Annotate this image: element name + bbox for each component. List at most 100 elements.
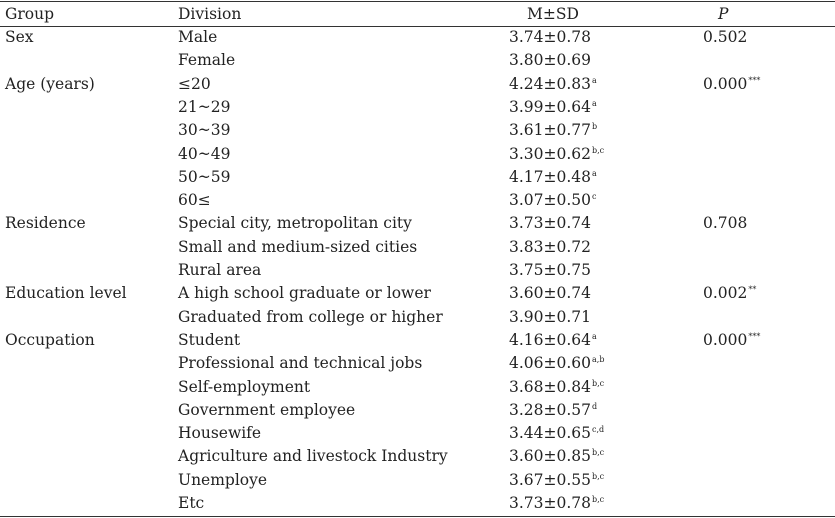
cell-msd: 3.07±0.50c xyxy=(509,189,597,212)
cell-msd: 3.99±0.64a xyxy=(509,96,597,119)
cell-msd-value: 3.73±0.78 xyxy=(509,494,592,512)
table-row: 50~59 4.17±0.48a xyxy=(0,166,835,189)
cell-division: Agriculture and livestock Industry xyxy=(178,447,448,466)
cell-msd-superscript: c xyxy=(592,192,597,202)
cell-msd: 3.90±0.71 xyxy=(509,306,592,329)
cell-msd-value: 3.75±0.75 xyxy=(509,261,592,279)
cell-division: Professional and technical jobs xyxy=(178,354,423,373)
header-p: P xyxy=(718,5,729,23)
cell-division: Self-employment xyxy=(178,377,311,396)
cell-division: Housewife xyxy=(178,424,262,443)
cell-p: 0.708 xyxy=(703,212,748,235)
top-rule xyxy=(0,1,835,2)
cell-p xyxy=(703,399,704,422)
cell-group: Education level xyxy=(5,284,127,303)
table-row: Sex Male 3.74±0.78 0.502 xyxy=(0,26,835,49)
cell-division: 40~49 xyxy=(178,144,231,163)
cell-msd: 4.16±0.64a xyxy=(509,329,597,352)
cell-msd: 3.73±0.74 xyxy=(509,212,592,235)
cell-msd: 3.80±0.69 xyxy=(509,49,592,72)
cell-p xyxy=(703,492,704,515)
header-rule xyxy=(0,26,835,27)
cell-p-superscript: ** xyxy=(748,285,757,295)
cell-p-superscript: *** xyxy=(748,75,761,85)
cell-msd-value: 4.06±0.60 xyxy=(509,354,592,373)
table-row: 30~39 3.61±0.77b xyxy=(0,119,835,142)
cell-msd-value: 4.16±0.64 xyxy=(509,330,592,349)
cell-p xyxy=(703,236,704,259)
header-group: Group xyxy=(5,5,55,23)
cell-p xyxy=(703,306,704,329)
header-division: Division xyxy=(178,5,242,23)
cell-msd-superscript: b xyxy=(592,122,598,132)
table-row: Female 3.80±0.69 xyxy=(0,49,835,72)
cell-p xyxy=(703,445,704,468)
cell-p xyxy=(703,376,704,399)
cell-p-value: 0.002 xyxy=(703,284,748,303)
cell-msd: 3.75±0.75 xyxy=(509,259,592,282)
cell-msd-superscript: b,c xyxy=(592,145,605,155)
header-msd: M±SD xyxy=(527,5,579,23)
cell-msd-value: 4.24±0.83 xyxy=(509,74,592,93)
cell-msd-superscript: b,c xyxy=(592,378,605,388)
cell-msd: 4.24±0.83a xyxy=(509,73,597,96)
cell-msd: 3.60±0.74 xyxy=(509,282,592,305)
cell-msd-superscript: a xyxy=(592,75,597,85)
cell-division: Female xyxy=(178,51,236,70)
cell-msd-value: 3.83±0.72 xyxy=(509,237,592,256)
cell-division: Rural area xyxy=(178,261,262,279)
cell-msd: 3.28±0.57d xyxy=(509,399,597,422)
table-row: Graduated from college or higher 3.90±0.7… xyxy=(0,306,835,329)
cell-msd-superscript: b,c xyxy=(592,448,605,458)
cell-division: Special city, metropolitan city xyxy=(178,214,412,233)
cell-division: A high school graduate or lower xyxy=(178,284,431,303)
cell-msd-value: 3.30±0.62 xyxy=(509,144,592,163)
cell-division: 60≤ xyxy=(178,191,211,210)
cell-msd-superscript: b,c xyxy=(592,471,605,481)
cell-msd-superscript: a xyxy=(592,98,597,108)
table-row: 40~49 3.30±0.62b,c xyxy=(0,143,835,166)
table-row: Government employee 3.28±0.57d xyxy=(0,399,835,422)
cell-division: 21~29 xyxy=(178,97,231,116)
cell-division: ≤20 xyxy=(178,74,211,93)
cell-division: Unemploye xyxy=(178,470,268,489)
cell-division: Etc xyxy=(178,494,205,512)
cell-division: 50~59 xyxy=(178,167,231,186)
table-row: Rural area 3.75±0.75 xyxy=(0,259,835,282)
cell-msd: 3.44±0.65c,d xyxy=(509,422,604,445)
table-row: Education level A high school graduate or… xyxy=(0,282,835,305)
cell-msd-value: 3.68±0.84 xyxy=(509,377,592,396)
cell-msd-superscript: b,c xyxy=(592,495,605,504)
cell-p: 0.000*** xyxy=(703,73,760,96)
cell-p: 0.000*** xyxy=(703,329,760,352)
cell-p: 0.002** xyxy=(703,282,756,305)
cell-msd-value: 3.61±0.77 xyxy=(509,121,592,140)
cell-p xyxy=(703,49,704,72)
cell-msd-value: 3.44±0.65 xyxy=(509,424,592,443)
cell-division: 30~39 xyxy=(178,121,231,140)
table-row: Self-employment 3.68±0.84b,c xyxy=(0,376,835,399)
bottom-rule xyxy=(0,516,835,517)
cell-p xyxy=(703,96,704,119)
cell-group: Sex xyxy=(5,28,34,46)
cell-msd-value: 3.99±0.64 xyxy=(509,97,592,116)
cell-p xyxy=(703,469,704,492)
cell-msd-value: 3.28±0.57 xyxy=(509,400,592,419)
cell-p: 0.502 xyxy=(703,26,748,49)
cell-msd: 3.68±0.84b,c xyxy=(509,376,604,399)
cell-msd: 4.06±0.60a,b xyxy=(509,352,604,375)
table-row: 60≤ 3.07±0.50c xyxy=(0,189,835,212)
cell-msd-value: 3.90±0.71 xyxy=(509,307,592,326)
table-row: Age (years) ≤20 4.24±0.83a 0.000*** xyxy=(0,73,835,96)
cell-msd-superscript: d xyxy=(592,401,598,411)
cell-p xyxy=(703,166,704,189)
cell-group: Occupation xyxy=(5,330,95,349)
cell-msd-value: 3.74±0.78 xyxy=(509,28,592,46)
cell-msd: 3.67±0.55b,c xyxy=(509,469,604,492)
cell-msd-value: 4.17±0.48 xyxy=(509,167,592,186)
cell-division: Student xyxy=(178,330,241,349)
table-row: Occupation Student 4.16±0.64a 0.000*** xyxy=(0,329,835,352)
cell-division: Government employee xyxy=(178,400,356,419)
cell-msd-superscript: a xyxy=(592,331,597,341)
cell-group: Residence xyxy=(5,214,86,233)
